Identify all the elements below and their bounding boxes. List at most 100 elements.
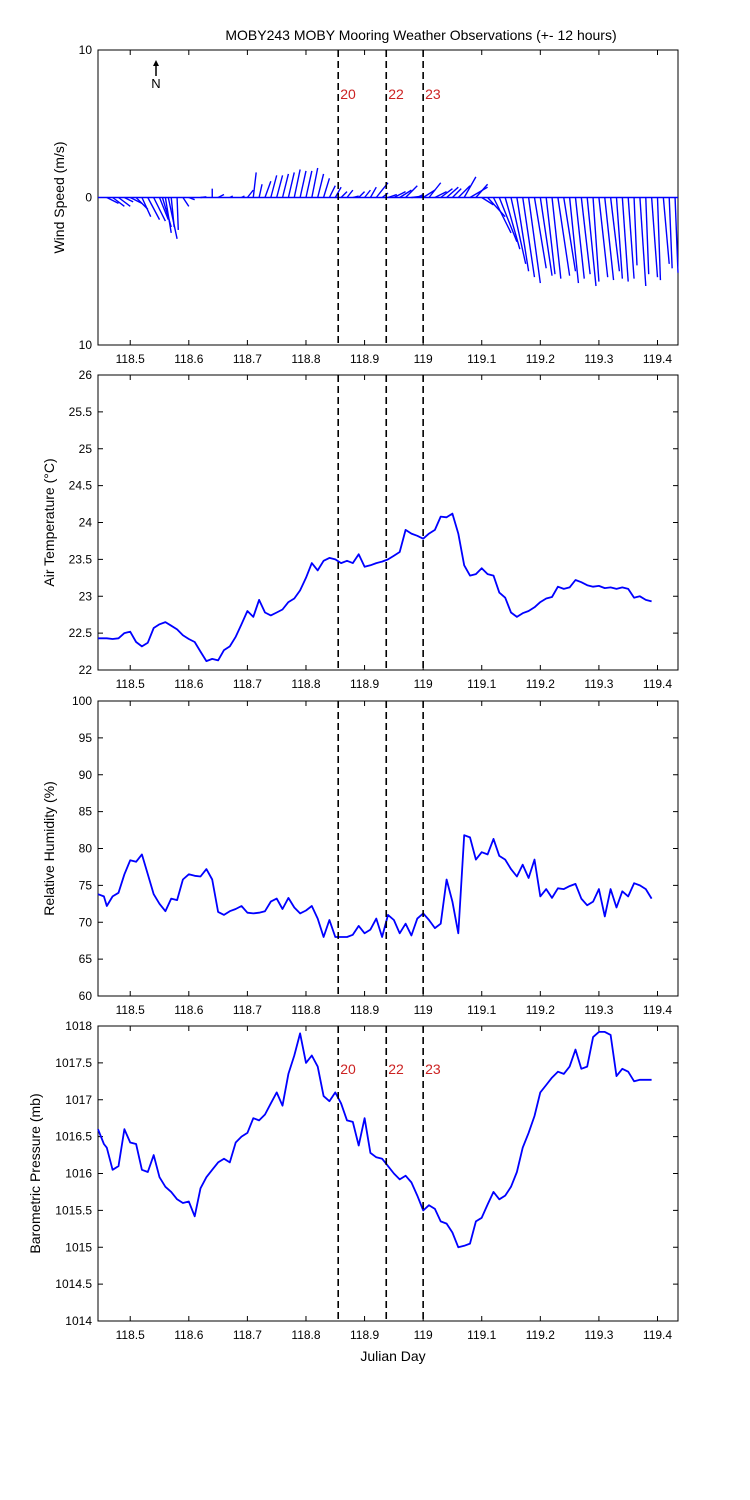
x-tick-label: 118.7 — [233, 352, 262, 366]
x-tick-label: 119.1 — [467, 1003, 496, 1017]
x-tick-label: 118.9 — [350, 1003, 379, 1017]
x-tick-label: 118.6 — [174, 1003, 203, 1017]
x-tick-label: 118.5 — [116, 1328, 145, 1342]
wind-vector — [621, 197, 629, 282]
wind-vector — [574, 197, 585, 279]
x-tick-label: 119.1 — [467, 1328, 496, 1342]
wind-vector — [668, 197, 673, 269]
x-tick-label: 118.7 — [233, 677, 262, 691]
panels: 118.5 118.6 118.7 118.8 118.9 119 119.1 119.2 11… — [27, 43, 679, 1342]
north-label: N — [151, 76, 160, 91]
wind-vector — [229, 195, 234, 199]
wind-vector — [334, 186, 342, 198]
wind-panel: 118.5 118.6 118.7 118.8 118.9 119 119.1 119.2 11… — [51, 43, 679, 366]
x-tick-label: 118.5 — [116, 1003, 145, 1017]
x-tick-label: 118.8 — [291, 352, 320, 366]
x-tick-label: 119 — [414, 1003, 433, 1017]
wind-vector — [276, 175, 284, 198]
y-tick-label: 1016 — [65, 1167, 92, 1181]
wind-vector — [124, 196, 134, 203]
wind-vector — [246, 189, 254, 198]
y-tick-label: 75 — [79, 878, 93, 892]
barometric-pressure-panel: 118.5 118.6 118.7 118.8 118.9 119 119.1 119.2 11… — [27, 1019, 679, 1342]
event-marker-label: 23 — [425, 1061, 441, 1077]
x-tick-label: 118.9 — [350, 352, 379, 366]
wind-vector — [609, 197, 621, 272]
y-tick-label: 1015.5 — [55, 1203, 92, 1217]
x-tick-label: 119.1 — [467, 352, 496, 366]
wind-vector — [527, 197, 542, 284]
y-tick-label: 10 — [79, 43, 93, 57]
wind-vector — [662, 197, 670, 264]
figure-title: MOBY243 MOBY Mooring Weather Observation… — [225, 27, 616, 43]
y-tick-label: 22 — [79, 663, 93, 677]
wind-vector — [305, 170, 313, 198]
wind-vector — [463, 176, 477, 198]
wind-vector — [147, 197, 161, 220]
wind-vector — [592, 197, 600, 282]
wind-vector — [270, 175, 278, 198]
wind-vector — [446, 186, 459, 199]
wind-vector — [598, 197, 609, 278]
y-tick-label: 1018 — [65, 1019, 92, 1033]
wind-vector — [170, 197, 175, 228]
wind-vector — [153, 197, 167, 222]
wind-vector — [563, 197, 577, 272]
wind-vector — [469, 186, 488, 199]
x-tick-label: 119.4 — [643, 1003, 672, 1017]
x-tick-label: 118.8 — [291, 1328, 320, 1342]
wind-vector — [434, 190, 447, 199]
y-tick-label: 90 — [79, 768, 93, 782]
wind-vector — [440, 188, 453, 199]
y-tick-label: 1017 — [65, 1093, 92, 1107]
y-tick-label: 60 — [79, 989, 93, 1003]
y-tick-label: 24.5 — [69, 479, 93, 493]
y-tick-label: 95 — [79, 731, 93, 745]
wind-vector — [328, 185, 336, 198]
x-tick-label: 119.1 — [467, 677, 496, 691]
wind-vector — [141, 197, 152, 217]
wind-vector — [158, 197, 169, 220]
wind-vector — [340, 191, 348, 198]
wind-vector — [633, 197, 638, 266]
wind-vector — [188, 196, 195, 201]
event-marker-label: 20 — [340, 86, 356, 102]
wind-vector — [457, 185, 471, 198]
wind-vector — [217, 193, 225, 199]
y-tick-label: 1014 — [65, 1314, 92, 1328]
wind-vector — [369, 186, 377, 198]
wind-vector — [498, 197, 518, 243]
event-marker-label: 23 — [425, 86, 441, 102]
wind-vector — [422, 189, 436, 199]
wind-vector — [516, 197, 530, 272]
y-tick-label: 25 — [79, 442, 93, 456]
x-tick-label: 119 — [414, 677, 433, 691]
wind-vector — [322, 178, 331, 198]
x-tick-label: 119 — [414, 352, 433, 366]
y-tick-label: 1017.5 — [55, 1056, 92, 1070]
wind-vector — [551, 197, 562, 279]
x-tick-label: 118.6 — [174, 352, 203, 366]
wind-vector — [539, 197, 553, 276]
y-tick-label: 70 — [79, 915, 93, 929]
x-tick-label: 119.4 — [643, 1328, 672, 1342]
x-tick-label: 119.3 — [584, 1328, 613, 1342]
y-tick-label: 0 — [85, 191, 92, 205]
x-tick-label: 118.9 — [350, 677, 379, 691]
air-temperature-panel: 118.5 118.6 118.7 118.8 118.9 119 119.1 119.2 11… — [41, 368, 679, 691]
wind-vector — [639, 197, 647, 287]
wind-vector — [416, 193, 424, 199]
y-tick-label: 1015 — [65, 1240, 92, 1254]
wind-vector — [106, 196, 119, 205]
relative-humidity-panel: 118.5 118.6 118.7 118.8 118.9 119 119.1 119.2 11… — [41, 694, 679, 1017]
wind-vector — [164, 197, 172, 234]
wind-vector — [586, 197, 597, 287]
y-tick-label: 23.5 — [69, 552, 93, 566]
wind-vector — [428, 182, 442, 198]
wind-vector — [311, 167, 319, 198]
wind-vector — [510, 197, 527, 265]
wind-vector — [475, 183, 489, 198]
y-tick-label: 26 — [79, 368, 93, 382]
wind-vector — [568, 197, 580, 284]
